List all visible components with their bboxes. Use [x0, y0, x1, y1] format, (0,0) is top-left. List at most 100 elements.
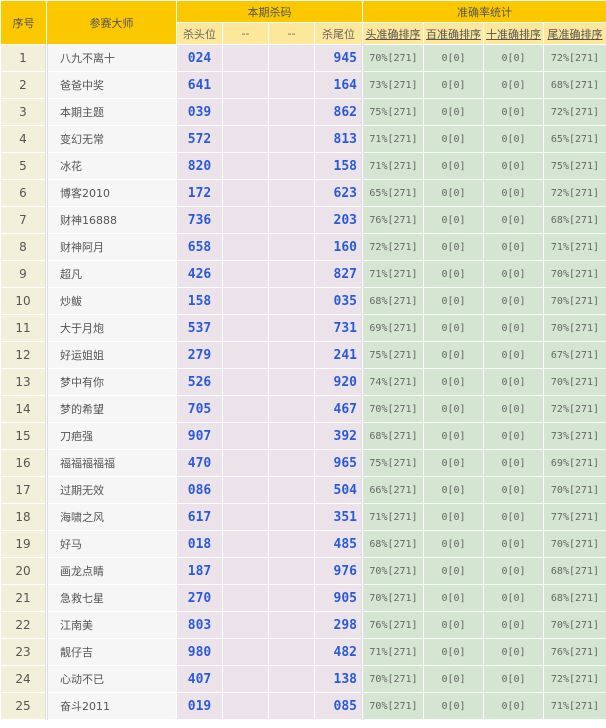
tail-accuracy: 70%[271] [543, 368, 606, 396]
table-row: 6 博客2010 172 623 65%[271] 0[0] 0[0] 72%[271] [0, 179, 606, 207]
kill-head-value: 470 [176, 449, 223, 477]
header-kill-group: 本期杀码 [176, 0, 363, 23]
master-name: 本期主题 [46, 98, 177, 126]
table-row: 1 八九不离十 024 945 70%[271] 0[0] 0[0] 72%[271] [0, 44, 606, 72]
kill-blank [222, 692, 269, 720]
master-name: 梦中有你 [46, 368, 177, 396]
tens-accuracy: 0[0] [483, 368, 544, 396]
header-master: 参赛大师 [46, 0, 177, 45]
kill-blank [268, 152, 315, 180]
sort-hundreds-accuracy-link[interactable]: 百准确排序 [426, 27, 481, 41]
hundreds-accuracy: 0[0] [423, 233, 484, 261]
tens-accuracy: 0[0] [483, 287, 544, 315]
master-name: 心动不已 [46, 665, 177, 693]
kill-tail-value: 467 [314, 395, 364, 423]
kill-blank [268, 422, 315, 450]
kill-blank [268, 665, 315, 693]
tens-accuracy: 0[0] [483, 638, 544, 666]
hundreds-accuracy: 0[0] [423, 260, 484, 288]
tens-accuracy: 0[0] [483, 260, 544, 288]
head-accuracy: 70%[271] [362, 692, 424, 720]
tens-accuracy: 0[0] [483, 71, 544, 99]
tail-accuracy: 70%[271] [543, 314, 606, 342]
hundreds-accuracy: 0[0] [423, 314, 484, 342]
hundreds-accuracy: 0[0] [423, 206, 484, 234]
kill-tail-value: 945 [314, 44, 364, 72]
tens-accuracy: 0[0] [483, 557, 544, 585]
row-index: 14 [0, 395, 48, 423]
table-row: 13 梦中有你 526 920 74%[271] 0[0] 0[0] 70%[271] [0, 368, 606, 396]
tens-accuracy: 0[0] [483, 530, 544, 558]
kill-tail-value: 482 [314, 638, 364, 666]
tail-accuracy: 65%[271] [543, 125, 606, 153]
kill-blank [222, 179, 269, 207]
kill-tail-value: 827 [314, 260, 364, 288]
hundreds-accuracy: 0[0] [423, 125, 484, 153]
row-index: 8 [0, 233, 48, 261]
tail-accuracy: 72%[271] [543, 98, 606, 126]
master-name: 大于月炮 [46, 314, 177, 342]
kill-blank [268, 314, 315, 342]
kill-tail-value: 160 [314, 233, 364, 261]
table-row: 18 海啸之风 617 351 71%[271] 0[0] 0[0] 77%[271] [0, 503, 606, 531]
table-row: 2 爸爸中奖 641 164 73%[271] 0[0] 0[0] 68%[271] [0, 71, 606, 99]
kill-tail-value: 392 [314, 422, 364, 450]
tail-accuracy: 68%[271] [543, 557, 606, 585]
tail-accuracy: 67%[271] [543, 341, 606, 369]
kill-head-value: 705 [176, 395, 223, 423]
table-row: 7 财神16888 736 203 76%[271] 0[0] 0[0] 68%[271] [0, 206, 606, 234]
header-accuracy-group: 准确率统计 [362, 0, 606, 23]
tail-accuracy: 72%[271] [543, 665, 606, 693]
master-name: 爸爸中奖 [46, 71, 177, 99]
tens-accuracy: 0[0] [483, 395, 544, 423]
kill-blank [222, 665, 269, 693]
sort-tail-accuracy-link[interactable]: 尾准确排序 [547, 27, 603, 41]
table-row: 21 急救七星 270 905 70%[271] 0[0] 0[0] 68%[271] [0, 584, 606, 612]
kill-blank [222, 341, 269, 369]
master-name: 冰花 [46, 152, 177, 180]
sort-tens-accuracy-link[interactable]: 十准确排序 [486, 27, 541, 41]
table-row: 3 本期主题 039 862 75%[271] 0[0] 0[0] 72%[271] [0, 98, 606, 126]
tail-accuracy: 68%[271] [543, 584, 606, 612]
kill-blank [268, 71, 315, 99]
kill-blank [222, 503, 269, 531]
tens-accuracy: 0[0] [483, 584, 544, 612]
kill-blank [222, 584, 269, 612]
master-name: 财神阿月 [46, 233, 177, 261]
sort-head-accuracy-link[interactable]: 头准确排序 [365, 27, 421, 41]
tens-accuracy: 0[0] [483, 422, 544, 450]
tens-accuracy: 0[0] [483, 98, 544, 126]
tens-accuracy: 0[0] [483, 314, 544, 342]
head-accuracy: 73%[271] [362, 71, 424, 99]
tail-accuracy: 70%[271] [543, 287, 606, 315]
kill-tail-value: 920 [314, 368, 364, 396]
kill-blank [222, 368, 269, 396]
kill-tail-value: 485 [314, 530, 364, 558]
tail-accuracy: 70%[271] [543, 260, 606, 288]
table-row: 17 过期无效 086 504 66%[271] 0[0] 0[0] 70%[271] [0, 476, 606, 504]
tail-accuracy: 77%[271] [543, 503, 606, 531]
tens-accuracy: 0[0] [483, 665, 544, 693]
master-name: 靓仔吉 [46, 638, 177, 666]
tail-accuracy: 70%[271] [543, 476, 606, 504]
row-index: 25 [0, 692, 48, 720]
master-name: 奋斗2011 [46, 692, 177, 720]
kill-blank [222, 152, 269, 180]
row-index: 12 [0, 341, 48, 369]
kill-tail-value: 965 [314, 449, 364, 477]
kill-head-value: 279 [176, 341, 223, 369]
head-accuracy: 76%[271] [362, 611, 424, 639]
kill-blank [268, 179, 315, 207]
kill-head-value: 641 [176, 71, 223, 99]
master-name: 福福福福福 [46, 449, 177, 477]
tail-accuracy: 75%[271] [543, 152, 606, 180]
master-name: 画龙点睛 [46, 557, 177, 585]
kill-blank [222, 233, 269, 261]
row-index: 10 [0, 287, 48, 315]
kill-blank [222, 206, 269, 234]
kill-tail-value: 623 [314, 179, 364, 207]
kill-tail-value: 813 [314, 125, 364, 153]
kill-head-value: 572 [176, 125, 223, 153]
kill-blank [222, 422, 269, 450]
tail-accuracy: 72%[271] [543, 44, 606, 72]
